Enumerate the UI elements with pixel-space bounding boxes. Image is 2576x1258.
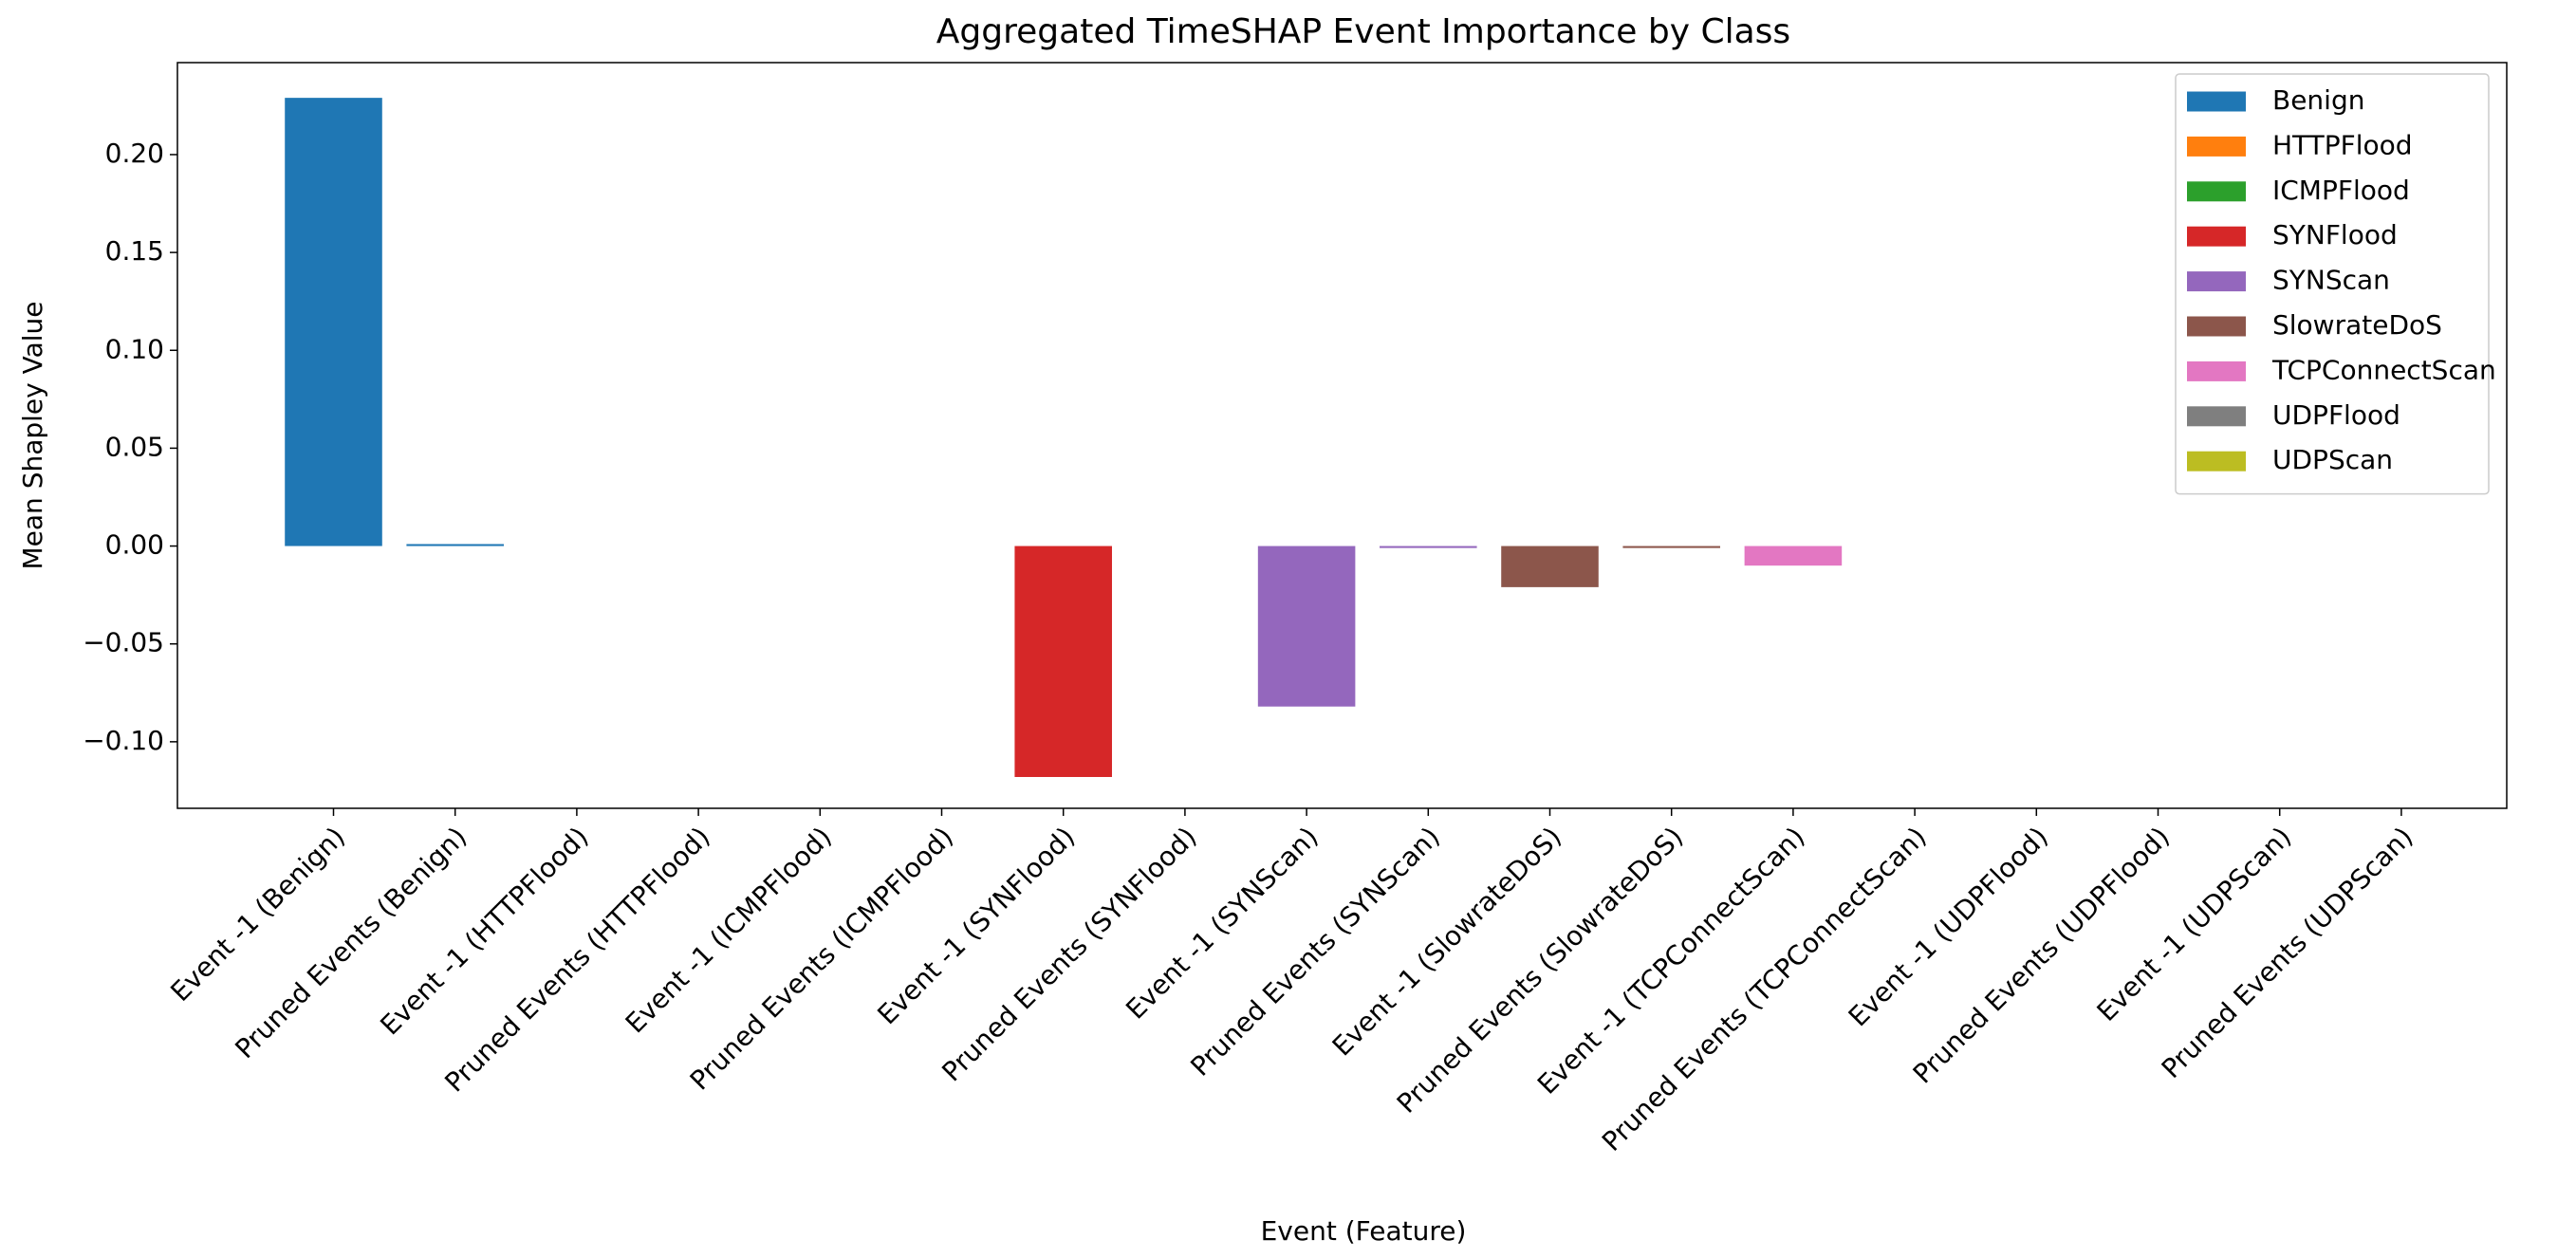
y-tick-label: −0.10 bbox=[83, 725, 164, 756]
y-tick-label: 0.10 bbox=[105, 333, 164, 364]
x-tick-label: Pruned Events (HTTPFlood) bbox=[438, 821, 715, 1098]
bar bbox=[406, 544, 504, 546]
legend-label: HTTPFlood bbox=[2272, 129, 2413, 160]
x-tick-label: Pruned Events (SYNScan) bbox=[1184, 821, 1446, 1082]
legend-label: SYNFlood bbox=[2272, 219, 2398, 250]
legend-swatch bbox=[2187, 226, 2246, 247]
bar bbox=[1744, 546, 1843, 566]
y-tick-label: 0.00 bbox=[105, 529, 164, 561]
plot-frame bbox=[176, 62, 2508, 809]
legend-swatch bbox=[2187, 451, 2246, 472]
y-tick-label: −0.05 bbox=[83, 627, 164, 658]
y-tick-label: 0.15 bbox=[105, 235, 164, 267]
legend-swatch bbox=[2187, 316, 2246, 337]
x-tick-label: Event -1 (SlowrateDoS) bbox=[1326, 821, 1567, 1062]
x-tick-label: Event -1 (TCPConnectScan) bbox=[1531, 821, 1811, 1101]
legend-label: ICMPFlood bbox=[2272, 175, 2410, 206]
bar bbox=[285, 98, 382, 546]
legend-swatch bbox=[2187, 361, 2246, 381]
legend-swatch bbox=[2187, 406, 2246, 427]
chart-title: Aggregated TimeSHAP Event Importance by … bbox=[936, 12, 1790, 51]
x-tick-label: Event -1 (HTTPFlood) bbox=[374, 821, 594, 1041]
legend-label: Benign bbox=[2272, 84, 2364, 116]
x-axis-label: Event (Feature) bbox=[1261, 1215, 1467, 1247]
legend-swatch bbox=[2187, 91, 2246, 112]
legend-swatch bbox=[2187, 181, 2246, 202]
bar bbox=[1501, 546, 1599, 587]
x-tick-label: Pruned Events (SYNFlood) bbox=[936, 821, 1202, 1087]
legend-swatch bbox=[2187, 136, 2246, 157]
bar bbox=[1622, 546, 1720, 548]
x-tick-label: Pruned Events (Benign) bbox=[229, 821, 473, 1064]
x-tick-label: Event -1 (SYNFlood) bbox=[871, 821, 1081, 1030]
x-tick-label: Event -1 (ICMPFlood) bbox=[620, 821, 838, 1039]
bar bbox=[1014, 546, 1112, 777]
x-tick-label: Event -1 (UDPFlood) bbox=[1843, 821, 2054, 1032]
legend-swatch bbox=[2187, 271, 2246, 292]
y-tick-label: 0.05 bbox=[105, 431, 164, 462]
y-tick-label: 0.20 bbox=[105, 138, 164, 169]
legend-label: SYNScan bbox=[2272, 265, 2390, 296]
y-axis-label: Mean Shapley Value bbox=[17, 301, 48, 569]
x-tick-label: Pruned Events (UDPFlood) bbox=[1907, 821, 2176, 1089]
legend-label: UDPScan bbox=[2272, 444, 2393, 475]
legend-label: SlowrateDoS bbox=[2272, 309, 2442, 341]
x-tick-label: Pruned Events (UDPScan) bbox=[2156, 821, 2419, 1084]
legend-label: TCPConnectScan bbox=[2271, 354, 2496, 385]
legend-label: UDPFlood bbox=[2272, 399, 2400, 431]
legend-box bbox=[2175, 73, 2490, 495]
bar bbox=[1380, 546, 1477, 548]
x-tick-label: Pruned Events (ICMPFlood) bbox=[684, 821, 959, 1096]
bar bbox=[1257, 546, 1356, 707]
